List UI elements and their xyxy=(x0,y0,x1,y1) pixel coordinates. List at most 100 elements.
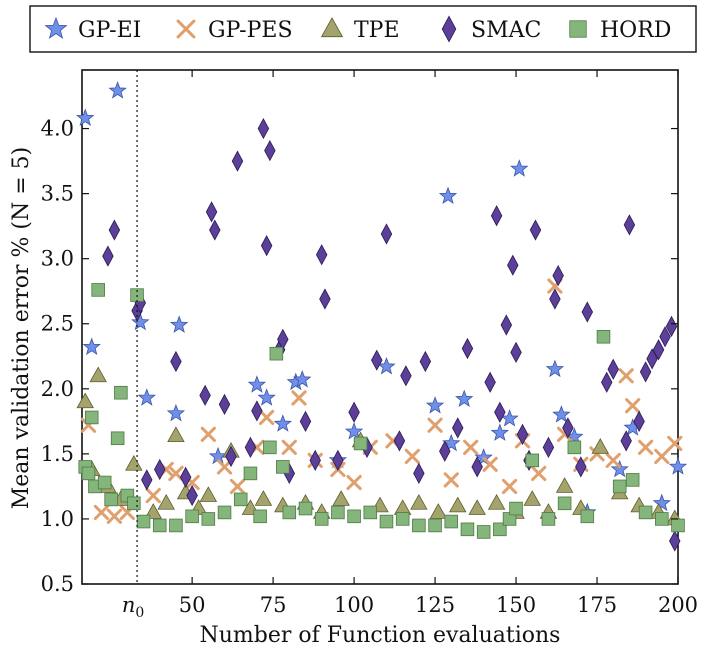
point-smac-33 xyxy=(400,365,412,387)
point-gp-ei-4 xyxy=(137,388,156,406)
point-gp-ei-16 xyxy=(425,396,445,414)
point-smac-37 xyxy=(452,417,464,439)
point-hord-36 xyxy=(460,522,475,537)
point-smac-15 xyxy=(244,436,257,458)
point-gp-ei-0 xyxy=(76,108,95,126)
point-gp-pes-8 xyxy=(200,426,216,442)
point-gp-pes-10 xyxy=(229,478,246,495)
point-hord-34 xyxy=(428,518,442,533)
data-marks xyxy=(76,81,688,552)
point-hord-12 xyxy=(136,514,151,529)
point-smac-23 xyxy=(299,410,312,432)
point-gp-pes-23 xyxy=(463,439,479,455)
point-gp-pes-4 xyxy=(145,487,161,504)
x-tick-label: 50 xyxy=(179,593,206,617)
point-smac-46 xyxy=(516,423,529,445)
point-smac-55 xyxy=(601,371,613,393)
point-hord-15 xyxy=(185,509,199,524)
point-gp-ei-10 xyxy=(273,414,292,432)
x-tick-label: 75 xyxy=(260,593,287,617)
point-smac-49 xyxy=(542,436,555,458)
point-hord-48 xyxy=(625,473,640,487)
x-tick-label: 125 xyxy=(415,593,455,617)
point-smac-13 xyxy=(225,445,237,468)
y-tick-label: 1.0 xyxy=(41,507,74,531)
point-hord-20 xyxy=(253,509,267,524)
point-tpe-8 xyxy=(167,426,185,443)
point-smac-26 xyxy=(319,288,331,310)
point-hord-18 xyxy=(233,492,248,507)
point-tpe-2 xyxy=(89,366,107,383)
point-smac-59 xyxy=(633,410,645,432)
point-gp-ei-31 xyxy=(668,457,688,475)
point-tpe-24 xyxy=(448,496,467,513)
legend: GP-EI GP-PES TPE SMAC HORD xyxy=(29,5,697,53)
point-gp-ei-23 xyxy=(510,159,529,177)
x-tick-label: 175 xyxy=(577,593,617,617)
point-smac-7 xyxy=(179,466,192,488)
x-tick-label: 200 xyxy=(658,593,698,617)
point-smac-31 xyxy=(380,223,393,245)
point-smac-38 xyxy=(461,337,474,360)
series-tpe xyxy=(76,366,684,526)
point-hord-5 xyxy=(97,475,112,490)
point-gp-ei-6 xyxy=(170,315,189,333)
point-smac-60 xyxy=(639,361,652,383)
point-tpe-23 xyxy=(429,503,448,519)
point-smac-6 xyxy=(170,350,182,373)
series-hord xyxy=(78,283,685,539)
point-hord-13 xyxy=(152,518,167,533)
point-smac-14 xyxy=(231,150,244,172)
point-gp-pes-1 xyxy=(93,504,110,521)
y-tick-label: 3.0 xyxy=(41,247,74,271)
legend-marker-smac xyxy=(441,15,457,43)
point-smac-39 xyxy=(471,456,483,478)
point-tpe-14 xyxy=(254,490,273,506)
point-smac-8 xyxy=(186,484,198,507)
point-tpe-28 xyxy=(523,490,541,506)
point-gp-ei-1 xyxy=(82,337,101,355)
y-tick-label: 3.5 xyxy=(41,182,74,206)
point-hord-25 xyxy=(298,501,313,516)
point-smac-1 xyxy=(108,219,121,241)
point-hord-40 xyxy=(509,501,523,516)
y-tick-label: 2.5 xyxy=(41,312,74,336)
point-tpe-7 xyxy=(157,494,175,510)
point-gp-ei-30 xyxy=(652,493,671,512)
point-smac-35 xyxy=(419,350,432,373)
point-smac-19 xyxy=(264,140,276,162)
point-hord-24 xyxy=(282,505,297,520)
point-gp-ei-9 xyxy=(257,388,276,406)
point-hord-32 xyxy=(395,512,410,526)
point-gp-pes-25 xyxy=(501,478,518,495)
y-tick-label: 0.5 xyxy=(41,572,74,596)
point-gp-ei-19 xyxy=(455,389,474,408)
point-smac-10 xyxy=(205,201,218,223)
point-hord-35 xyxy=(444,514,459,529)
point-smac-32 xyxy=(393,430,406,452)
point-gp-pes-37 xyxy=(667,435,683,452)
point-gp-pes-6 xyxy=(168,465,184,482)
point-smac-45 xyxy=(510,341,522,363)
point-smac-62 xyxy=(652,339,665,361)
point-gp-ei-25 xyxy=(552,405,571,423)
point-smac-24 xyxy=(309,449,321,471)
point-gp-pes-2 xyxy=(106,508,123,524)
point-gp-pes-27 xyxy=(531,465,547,482)
point-tpe-30 xyxy=(555,477,574,493)
point-hord-8 xyxy=(114,385,128,400)
point-smac-41 xyxy=(490,205,503,227)
point-tpe-26 xyxy=(487,494,506,510)
point-smac-4 xyxy=(141,469,153,491)
point-smac-40 xyxy=(484,371,496,393)
point-hord-29 xyxy=(353,436,368,451)
point-hord-1 xyxy=(81,466,96,481)
point-hord-30 xyxy=(363,505,378,520)
point-hord-21 xyxy=(263,440,277,455)
point-hord-37 xyxy=(476,525,491,539)
point-smac-36 xyxy=(439,440,451,462)
point-gp-ei-5 xyxy=(166,403,186,422)
point-smac-48 xyxy=(529,219,542,241)
point-smac-12 xyxy=(218,393,231,416)
